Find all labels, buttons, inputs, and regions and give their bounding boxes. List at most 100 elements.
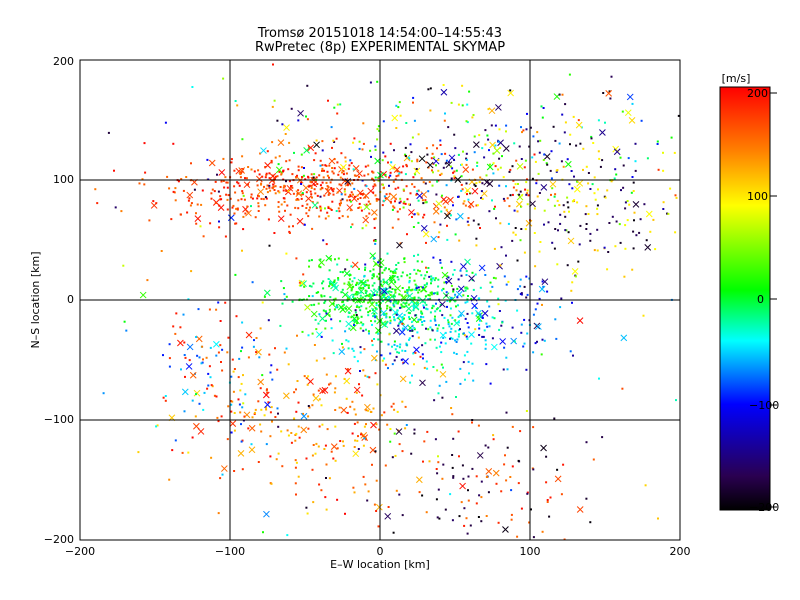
- scatter-point: [152, 200, 155, 203]
- scatter-point: [354, 439, 357, 442]
- scatter-point: [341, 171, 344, 174]
- scatter-point: [267, 218, 270, 221]
- scatter-cross: [402, 358, 409, 365]
- scatter-point: [269, 371, 272, 374]
- scatter-point: [466, 190, 469, 193]
- scatter-point: [391, 276, 393, 279]
- scatter-point: [342, 300, 345, 303]
- scatter-point: [492, 152, 495, 155]
- scatter-point: [397, 300, 400, 303]
- scatter-point: [587, 213, 590, 215]
- scatter-point: [340, 193, 343, 196]
- scatter-point: [452, 273, 454, 276]
- scatter-point: [334, 409, 337, 411]
- scatter-point: [410, 151, 413, 154]
- scatter-point: [346, 297, 349, 300]
- scatter-point: [313, 159, 316, 162]
- scatter-point: [503, 199, 506, 202]
- scatter-point: [251, 197, 254, 200]
- scatter-point: [339, 440, 342, 442]
- scatter-point: [494, 205, 496, 208]
- scatter-point: [420, 274, 423, 277]
- scatter-point: [303, 285, 306, 288]
- scatter-point: [407, 288, 410, 291]
- scatter-point: [184, 356, 187, 359]
- scatter-point: [430, 275, 433, 278]
- scatter-point: [564, 215, 567, 218]
- scatter-point: [343, 282, 346, 285]
- scatter-point: [308, 209, 311, 212]
- scatter-cross: [264, 401, 271, 409]
- scatter-point: [370, 297, 373, 300]
- scatter-point: [488, 305, 491, 308]
- scatter-cross: [473, 141, 480, 148]
- scatter-point: [411, 320, 414, 323]
- scatter-point: [325, 181, 328, 184]
- scatter-point: [405, 163, 408, 166]
- scatter-point: [520, 228, 523, 230]
- scatter-point: [461, 163, 463, 166]
- scatter-point: [333, 106, 336, 109]
- scatter-point: [185, 176, 188, 178]
- scatter-point: [430, 279, 433, 282]
- scatter-point: [597, 119, 600, 122]
- scatter-point: [525, 296, 528, 299]
- scatter-point: [373, 288, 376, 291]
- scatter-point: [376, 350, 378, 353]
- scatter-point: [198, 402, 201, 405]
- scatter-point: [484, 343, 487, 346]
- scatter-point: [340, 152, 343, 155]
- scatter-point: [387, 296, 390, 299]
- scatter-cross: [295, 190, 303, 197]
- scatter-cross: [376, 503, 383, 511]
- scatter-point: [257, 205, 260, 208]
- scatter-point: [375, 510, 378, 512]
- scatter-point: [281, 302, 284, 305]
- scatter-point: [202, 358, 204, 361]
- scatter-point: [371, 284, 374, 287]
- scatter-point: [356, 421, 359, 424]
- scatter-point: [429, 87, 432, 90]
- scatter-point: [330, 450, 333, 453]
- scatter-point: [96, 202, 99, 205]
- scatter-point: [241, 155, 244, 158]
- scatter-cross: [245, 209, 252, 217]
- scatter-point: [484, 339, 487, 342]
- scatter-point: [353, 446, 356, 448]
- scatter-point: [476, 165, 479, 167]
- scatter-point: [541, 303, 543, 306]
- scatter-point: [622, 186, 625, 189]
- scatter-point: [432, 366, 435, 368]
- scatter-point: [463, 354, 466, 357]
- scatter-point: [579, 224, 582, 227]
- scatter-point: [652, 218, 655, 221]
- scatter-point: [224, 235, 227, 238]
- scatter-point: [520, 323, 523, 326]
- scatter-point: [330, 187, 333, 190]
- scatter-point: [615, 173, 618, 176]
- scatter-point: [345, 397, 348, 400]
- scatter-cross: [352, 450, 360, 458]
- scatter-point: [475, 475, 478, 478]
- scatter-point: [421, 353, 424, 356]
- scatter-point: [197, 308, 200, 311]
- scatter-point: [372, 407, 375, 410]
- scatter-point: [451, 454, 454, 456]
- scatter-point: [404, 405, 407, 408]
- scatter-cross: [485, 468, 493, 475]
- scatter-cross: [275, 166, 283, 174]
- scatter-point: [332, 302, 335, 305]
- scatter-point: [645, 239, 648, 242]
- scatter-point: [209, 376, 212, 379]
- scatter-cross: [430, 235, 438, 243]
- grid-lines: [80, 60, 680, 540]
- scatter-point: [310, 259, 313, 262]
- scatter-point: [425, 201, 428, 204]
- scatter-point: [229, 400, 232, 402]
- scatter-point: [170, 218, 173, 221]
- scatter-point: [392, 205, 395, 208]
- scatter-point: [315, 328, 318, 331]
- scatter-point: [677, 114, 680, 117]
- scatter-point: [593, 176, 596, 179]
- scatter-point: [295, 432, 298, 435]
